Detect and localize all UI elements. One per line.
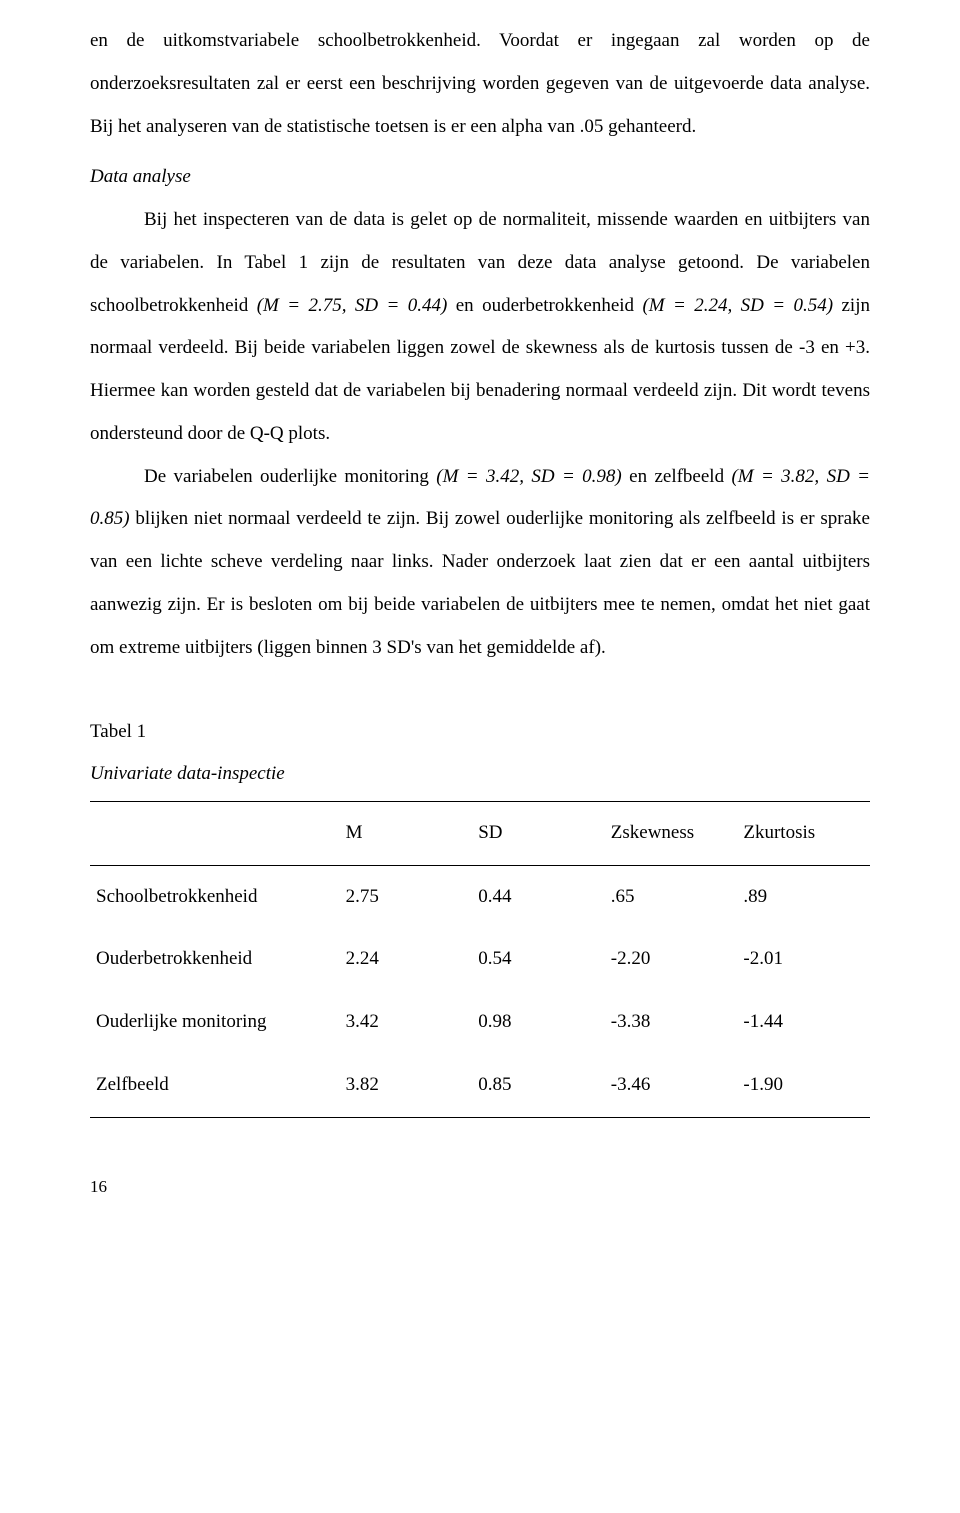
text: en de uitkomstvariabele schoolbetrokkenh…	[90, 30, 870, 137]
document-page: en de uitkomstvariabele schoolbetrokkenh…	[0, 0, 960, 1513]
body-paragraph-2: Bij het inspecteren van de data is gelet…	[90, 199, 870, 456]
table-cell: 0.85	[472, 1054, 605, 1117]
table-row: Ouderbetrokkenheid 2.24 0.54 -2.20 -2.01	[90, 928, 870, 991]
table-cell: -1.44	[737, 991, 870, 1054]
table-cell-label: Ouderlijke monitoring	[90, 991, 340, 1054]
table-cell: -1.90	[737, 1054, 870, 1117]
stat-inline: (M = 2.24, SD = 0.54)	[642, 295, 833, 316]
table-1-block: Tabel 1 Univariate data-inspectie M SD Z…	[90, 709, 870, 1117]
table-cell: 2.75	[340, 865, 473, 928]
table-header-cell: SD	[472, 801, 605, 865]
text: en zelfbeeld	[622, 466, 732, 487]
table-cell: .89	[737, 865, 870, 928]
table-cell-label: Ouderbetrokkenheid	[90, 928, 340, 991]
stat-inline: (M = 3.42, SD = 0.98)	[436, 466, 622, 487]
table-header-cell: Zskewness	[605, 801, 738, 865]
section-heading-data-analyse: Data analyse	[90, 156, 870, 199]
table-header-cell: M	[340, 801, 473, 865]
table-cell: 0.98	[472, 991, 605, 1054]
table-cell: 3.82	[340, 1054, 473, 1117]
table-title: Tabel 1	[90, 709, 870, 755]
text: en ouderbetrokkenheid	[447, 295, 642, 316]
text: De variabelen ouderlijke monitoring	[144, 466, 436, 487]
table-cell: 2.24	[340, 928, 473, 991]
data-table: M SD Zskewness Zkurtosis Schoolbetrokken…	[90, 801, 870, 1118]
table-cell-label: Zelfbeeld	[90, 1054, 340, 1117]
table-caption: Univariate data-inspectie	[90, 755, 870, 793]
table-row: Schoolbetrokkenheid 2.75 0.44 .65 .89	[90, 865, 870, 928]
table-cell: -2.01	[737, 928, 870, 991]
table-cell: 0.54	[472, 928, 605, 991]
table-cell: -2.20	[605, 928, 738, 991]
table-header-row: M SD Zskewness Zkurtosis	[90, 801, 870, 865]
body-paragraph-1: en de uitkomstvariabele schoolbetrokkenh…	[90, 20, 870, 148]
text: zijn normaal verdeeld. Bij beide variabe…	[90, 295, 870, 444]
table-cell: .65	[605, 865, 738, 928]
table-row: Zelfbeeld 3.82 0.85 -3.46 -1.90	[90, 1054, 870, 1117]
table-row: Ouderlijke monitoring 3.42 0.98 -3.38 -1…	[90, 991, 870, 1054]
table-header-cell: Zkurtosis	[737, 801, 870, 865]
body-paragraph-3: De variabelen ouderlijke monitoring (M =…	[90, 456, 870, 670]
table-cell: -3.38	[605, 991, 738, 1054]
page-number: 16	[90, 1178, 870, 1195]
table-header-cell	[90, 801, 340, 865]
stat-inline: (M = 2.75, SD = 0.44)	[257, 295, 448, 316]
text: blijken niet normaal verdeeld te zijn. B…	[90, 508, 870, 657]
table-cell: 0.44	[472, 865, 605, 928]
table-cell: 3.42	[340, 991, 473, 1054]
table-cell-label: Schoolbetrokkenheid	[90, 865, 340, 928]
table-cell: -3.46	[605, 1054, 738, 1117]
